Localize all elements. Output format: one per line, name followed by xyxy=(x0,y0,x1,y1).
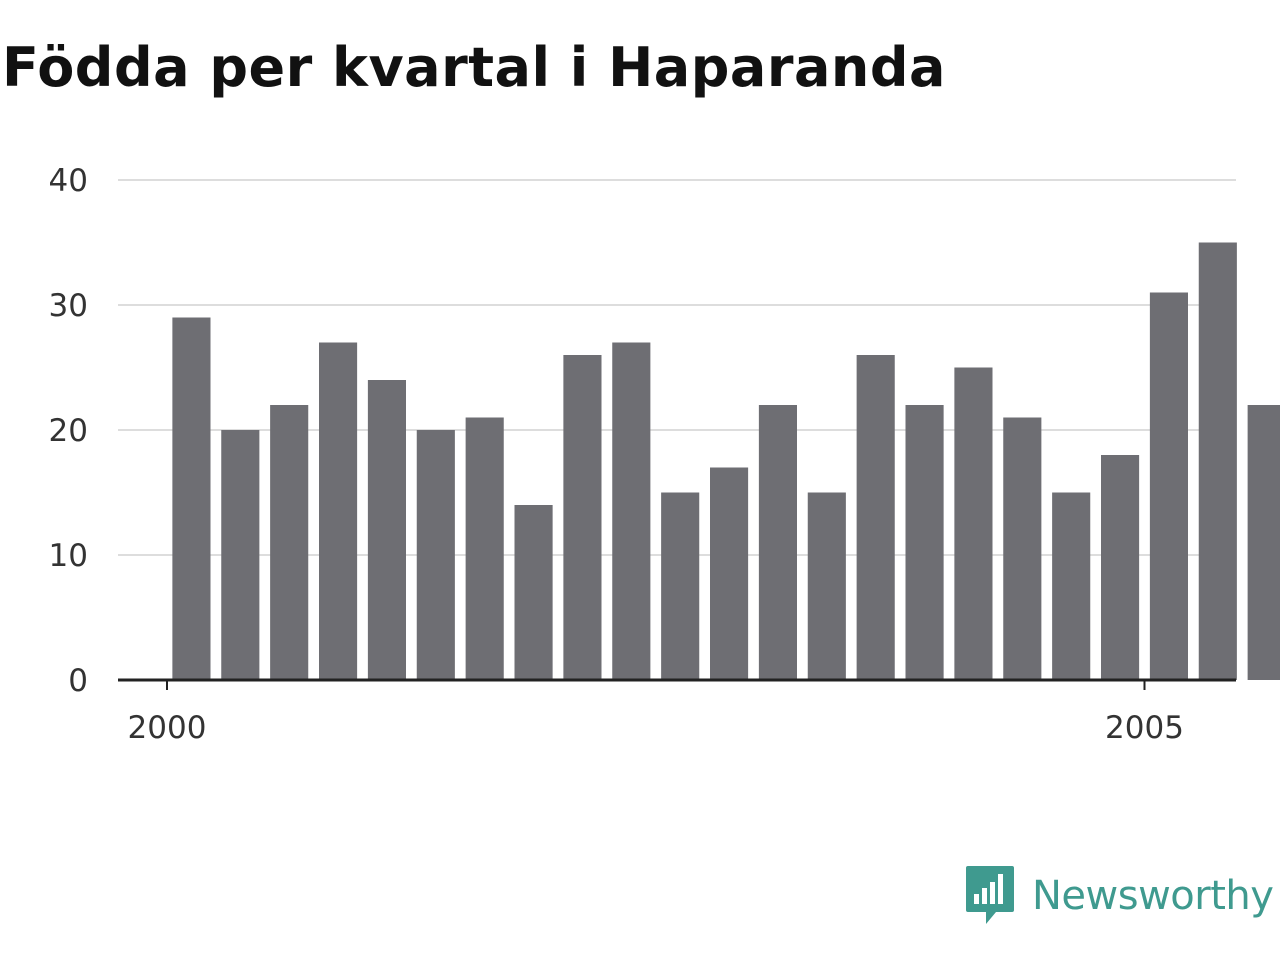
y-tick-label: 0 xyxy=(68,663,88,699)
bar xyxy=(856,355,895,680)
bar xyxy=(172,317,211,680)
bar xyxy=(954,367,993,680)
y-axis-ticks: 0 10 20 30 40 xyxy=(49,163,88,699)
y-tick-label: 20 xyxy=(49,413,88,449)
y-tick-label: 30 xyxy=(49,288,88,324)
bar xyxy=(221,430,260,680)
bar xyxy=(1003,417,1042,680)
x-axis-ticks: 200020052010201520202025 xyxy=(128,680,1184,746)
bar xyxy=(465,417,504,680)
bar xyxy=(710,467,749,680)
bar xyxy=(661,492,700,680)
bars xyxy=(172,242,1280,680)
bar xyxy=(758,405,797,680)
bar xyxy=(1247,405,1280,680)
bar xyxy=(563,355,602,680)
bar xyxy=(612,342,651,680)
brand-logo: Newsworthy xyxy=(964,864,1274,928)
bar xyxy=(270,405,309,680)
x-tick-label: 2005 xyxy=(1105,710,1184,746)
page-title: Födda per kvartal i Haparanda xyxy=(2,36,946,99)
bar xyxy=(319,342,358,680)
bar xyxy=(1101,455,1140,680)
bar xyxy=(905,405,944,680)
newsworthy-logo-icon xyxy=(966,866,1014,924)
bar xyxy=(807,492,846,680)
bar xyxy=(367,380,406,680)
bar xyxy=(514,505,553,680)
bar xyxy=(1149,292,1188,680)
bar xyxy=(416,430,455,680)
brand-name: Newsworthy xyxy=(1032,873,1274,919)
y-tick-label: 10 xyxy=(49,538,88,574)
bar xyxy=(1052,492,1091,680)
bar xyxy=(1198,242,1237,680)
x-tick-label: 2000 xyxy=(128,710,207,746)
y-tick-label: 40 xyxy=(49,163,88,199)
